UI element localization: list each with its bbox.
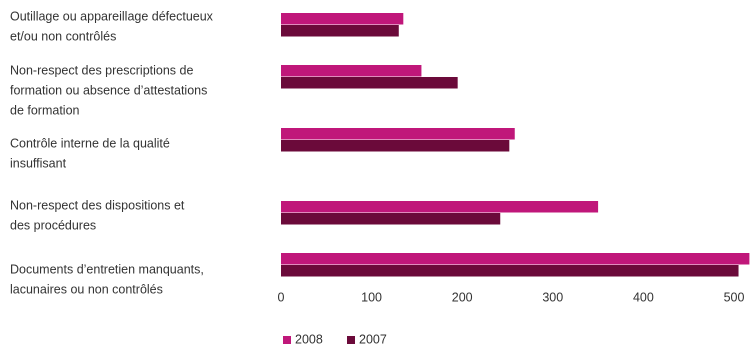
x-tick-label: 300	[542, 290, 563, 304]
category-label: Non-respect des prescriptions de	[10, 63, 193, 77]
category-label: Outillage ou appareillage défectueux	[10, 9, 214, 23]
bar	[281, 253, 750, 265]
x-tick-label: 500	[724, 290, 745, 304]
category-label: formation ou absence d’attestations	[10, 83, 207, 97]
bar	[281, 265, 739, 277]
bar	[281, 128, 515, 140]
category-label: Non-respect des dispositions et	[10, 198, 185, 212]
bar	[281, 213, 501, 225]
category-label: insuffisant	[10, 156, 67, 170]
bar	[281, 201, 599, 213]
category-label: et/ou non contrôlés	[10, 29, 116, 43]
legend-swatch	[347, 336, 355, 344]
category-label: Documents d’entretien manquants,	[10, 262, 204, 276]
bar	[281, 25, 399, 37]
bar	[281, 140, 510, 152]
x-tick-label: 400	[633, 290, 654, 304]
category-label: lacunaires ou non contrôlés	[10, 282, 163, 296]
category-label: Contrôle interne de la qualité	[10, 136, 170, 150]
legend-label: 2007	[359, 332, 387, 346]
legend-swatch	[283, 336, 291, 344]
legend-label: 2008	[295, 332, 323, 346]
x-tick-label: 0	[278, 290, 285, 304]
bar	[281, 77, 458, 89]
bar	[281, 13, 404, 25]
bar	[281, 65, 422, 77]
x-tick-label: 100	[361, 290, 382, 304]
category-label: de formation	[10, 103, 80, 117]
x-tick-label: 200	[452, 290, 473, 304]
category-label: des procédures	[10, 218, 96, 232]
